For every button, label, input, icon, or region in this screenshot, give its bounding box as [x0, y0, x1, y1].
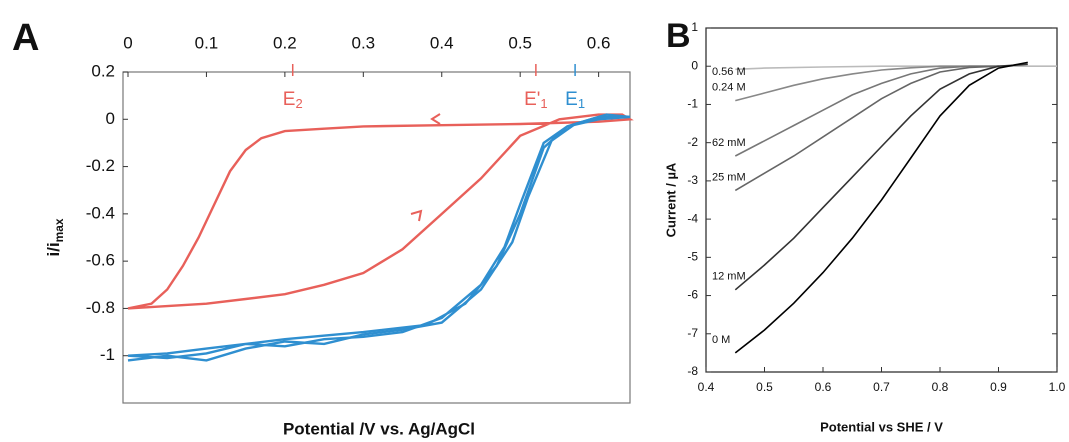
annotation-text: E	[283, 89, 296, 110]
x-tick-label: 0.9	[990, 380, 1007, 394]
y-tick-label: -7	[687, 326, 698, 340]
series-label: 0.56 M	[712, 66, 746, 78]
annotation-label: E'1	[524, 89, 548, 111]
data-line	[734, 65, 999, 192]
series-label: 0.24 M	[712, 82, 746, 94]
plot-frame	[122, 71, 631, 404]
annotation-sub: 1	[578, 96, 585, 111]
data-line	[735, 65, 999, 102]
data-line	[734, 65, 999, 157]
x-tick-label: 0.6	[815, 380, 832, 394]
data-line	[127, 113, 634, 310]
y-axis-label-sub: max	[52, 218, 66, 242]
annotation-sub: 2	[295, 96, 302, 111]
y-tick-label: 0.2	[91, 61, 115, 80]
y-tick-label: -0.4	[86, 203, 115, 222]
y-tick-label: -8	[687, 364, 698, 378]
x-tick-label: 0	[123, 33, 132, 52]
y-axis-label-text: i/i	[44, 242, 63, 256]
data-line	[127, 115, 631, 360]
annotation-label: E1	[565, 89, 585, 111]
y-tick-label: 1	[691, 20, 698, 34]
x-tick-label: 0.4	[430, 33, 454, 52]
x-axis-label: Potential vs SHE / V	[820, 419, 943, 434]
x-tick-label: 0.3	[351, 33, 375, 52]
annotation-text: E	[565, 89, 578, 110]
y-tick-label: 0	[691, 58, 698, 72]
x-tick-label: 0.4	[698, 380, 715, 394]
panel-label: A	[12, 17, 39, 59]
series-label: 12 mM	[712, 271, 746, 283]
series-label: 25 mM	[712, 171, 746, 183]
x-tick-label: 0.5	[756, 380, 773, 394]
x-tick-label: 0.1	[195, 33, 219, 52]
series-label: 62 mM	[712, 137, 746, 149]
y-tick-label: -6	[687, 288, 698, 302]
x-tick-label: 0.8	[932, 380, 949, 394]
x-tick-label: 0.5	[508, 33, 532, 52]
y-tick-label: -5	[687, 250, 698, 264]
annotation-label: E2	[283, 89, 303, 111]
panel-label: B	[666, 17, 691, 55]
y-tick-label: -0.2	[86, 156, 115, 175]
y-tick-label: -0.8	[86, 298, 115, 317]
y-tick-label: -2	[687, 135, 698, 149]
x-tick-label: 0.6	[587, 33, 611, 52]
data-line	[734, 61, 1028, 354]
y-axis-label: Current / µA	[663, 162, 678, 237]
data-line	[127, 113, 631, 362]
y-tick-label: -1	[100, 345, 115, 364]
y-tick-label: -3	[687, 173, 698, 187]
scan-arrow	[410, 209, 423, 222]
annotation-sub: 1	[540, 96, 547, 111]
x-tick-label: 0.2	[273, 33, 297, 52]
y-tick-label: -4	[687, 211, 698, 225]
data-line	[734, 63, 1028, 291]
y-tick-label: -1	[687, 97, 698, 111]
y-axis-label: i/imax	[44, 218, 66, 256]
x-tick-label: 1.0	[1049, 380, 1066, 394]
annotation-text: E'	[524, 89, 540, 110]
y-tick-label: -0.6	[86, 251, 115, 270]
x-axis-label: Potential /V vs. Ag/AgCl	[283, 419, 475, 438]
series-label: 0 M	[712, 334, 730, 346]
scan-arrow	[430, 113, 441, 125]
y-tick-label: 0	[106, 109, 115, 128]
x-tick-label: 0.7	[873, 380, 890, 394]
